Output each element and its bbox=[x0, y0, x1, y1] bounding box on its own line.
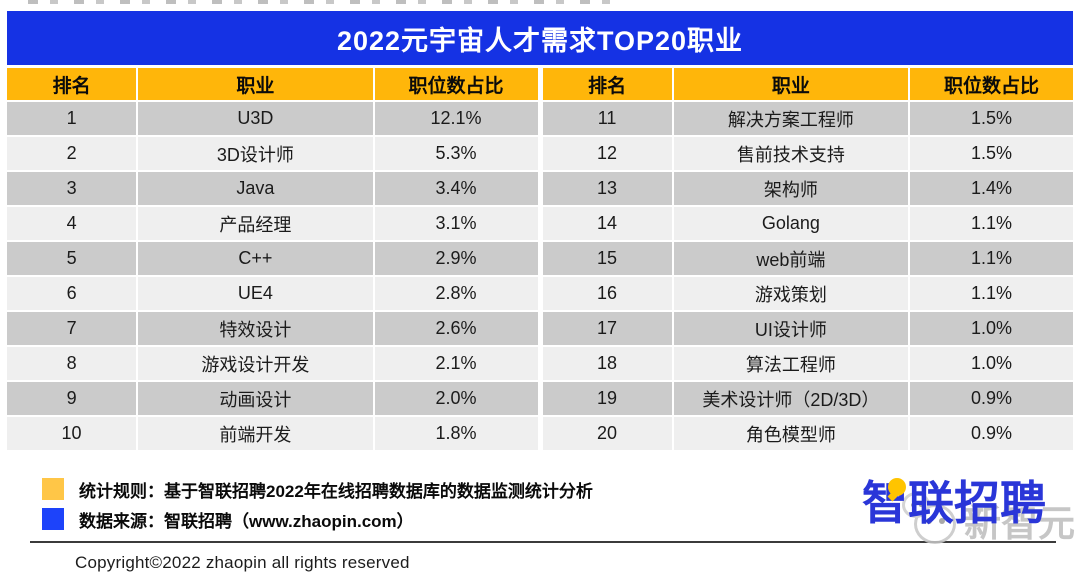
table-cell-job: UE4 bbox=[138, 277, 373, 310]
table-cell-share: 0.9% bbox=[910, 382, 1073, 415]
table-cell-job: 角色模型师 bbox=[673, 417, 909, 450]
column-header-share: 职位数占比 bbox=[374, 68, 538, 100]
column-header-share: 职位数占比 bbox=[910, 68, 1073, 100]
table-cell-rank: 14 bbox=[542, 207, 672, 240]
wechat-bubble-icon bbox=[900, 492, 962, 548]
table-cell-rank: 10 bbox=[7, 417, 137, 450]
title-bar: 2022元宇宙人才需求TOP20职业 bbox=[7, 11, 1073, 65]
table-cell-share: 2.9% bbox=[374, 242, 538, 275]
watermark-text: 新智元 bbox=[964, 503, 1075, 544]
table-cell-share: 1.1% bbox=[910, 242, 1073, 275]
note-data-source: 数据来源：智联招聘（www.zhaopin.com） bbox=[42, 508, 593, 531]
table-cell-share: 12.1% bbox=[374, 102, 538, 135]
table-cell-share: 2.1% bbox=[374, 347, 538, 380]
table-cell-rank: 18 bbox=[542, 347, 672, 380]
table-cell-rank: 4 bbox=[7, 207, 137, 240]
table-cell-job: 前端开发 bbox=[138, 417, 373, 450]
table-cell-job: 游戏设计开发 bbox=[138, 347, 373, 380]
infographic-board: 2022元宇宙人才需求TOP20职业 排名 职业 职位数占比 1 U3D 12.1%… bbox=[7, 11, 1073, 450]
table-cell-rank: 8 bbox=[7, 347, 137, 380]
table-cell-job: 3D设计师 bbox=[138, 137, 373, 170]
table-cell-rank: 7 bbox=[7, 312, 137, 345]
ranking-table-right: 排名 职业 职位数占比 11 解决方案工程师 1.5% 12 售前技术支持 1.5% 13 架… bbox=[542, 68, 1073, 450]
table-cell-rank: 3 bbox=[7, 172, 137, 205]
ranking-table-left: 排名 职业 职位数占比 1 U3D 12.1% 2 3D设计师 5.3% 3 Java 3.4%… bbox=[7, 68, 538, 450]
table-cell-share: 1.1% bbox=[910, 277, 1073, 310]
page-title: 2022元宇宙人才需求TOP20职业 bbox=[336, 25, 744, 56]
copyright-text: Copyright©2022 zhaopin all rights reserv… bbox=[75, 553, 410, 572]
column-header-job: 职业 bbox=[138, 68, 373, 100]
note-stat-rule: 统计规则：基于智联招聘2022年在线招聘数据库的数据监测统计分析 bbox=[42, 478, 593, 501]
table-cell-share: 2.0% bbox=[374, 382, 538, 415]
table-cell-rank: 16 bbox=[542, 277, 672, 310]
table-cell-rank: 19 bbox=[542, 382, 672, 415]
table-cell-job: 架构师 bbox=[673, 172, 909, 205]
table-cell-rank: 1 bbox=[7, 102, 137, 135]
blue-swatch-icon bbox=[42, 508, 64, 530]
table-cell-job: web前端 bbox=[673, 242, 909, 275]
table-cell-share: 3.4% bbox=[374, 172, 538, 205]
notes: 统计规则：基于智联招聘2022年在线招聘数据库的数据监测统计分析 数据来源：智联… bbox=[42, 478, 593, 538]
table-cell-share: 1.5% bbox=[910, 137, 1073, 170]
column-header-rank: 排名 bbox=[7, 68, 137, 100]
note-stat-rule-text: 统计规则：基于智联招聘2022年在线招聘数据库的数据监测统计分析 bbox=[79, 481, 593, 501]
table-cell-job: 解决方案工程师 bbox=[673, 102, 909, 135]
table-cell-share: 1.1% bbox=[910, 207, 1073, 240]
table-cell-job: 售前技术支持 bbox=[673, 137, 909, 170]
clipped-text-artifact bbox=[28, 0, 620, 4]
table-cell-job: Java bbox=[138, 172, 373, 205]
table-cell-rank: 2 bbox=[7, 137, 137, 170]
table-cell-rank: 11 bbox=[542, 102, 672, 135]
table-cell-job: U3D bbox=[138, 102, 373, 135]
table-cell-rank: 5 bbox=[7, 242, 137, 275]
table-cell-share: 2.8% bbox=[374, 277, 538, 310]
table-cell-job: 游戏策划 bbox=[673, 277, 909, 310]
column-header-job: 职业 bbox=[673, 68, 909, 100]
table-cell-rank: 9 bbox=[7, 382, 137, 415]
table-cell-job: 美术设计师（2D/3D） bbox=[673, 382, 909, 415]
table-cell-job: 特效设计 bbox=[138, 312, 373, 345]
table-cell-rank: 12 bbox=[542, 137, 672, 170]
table-cell-share: 1.0% bbox=[910, 347, 1073, 380]
table-cell-share: 0.9% bbox=[910, 417, 1073, 450]
table-cell-job: Golang bbox=[673, 207, 909, 240]
table-cell-job: 动画设计 bbox=[138, 382, 373, 415]
table-cell-share: 1.5% bbox=[910, 102, 1073, 135]
table-cell-share: 5.3% bbox=[374, 137, 538, 170]
table-cell-job: UI设计师 bbox=[673, 312, 909, 345]
table-cell-rank: 17 bbox=[542, 312, 672, 345]
table-cell-share: 2.6% bbox=[374, 312, 538, 345]
divider-line bbox=[30, 541, 1056, 543]
table-cell-share: 1.8% bbox=[374, 417, 538, 450]
table-cell-job: 产品经理 bbox=[138, 207, 373, 240]
table-cell-job: 算法工程师 bbox=[673, 347, 909, 380]
logo-yellow-dot-icon bbox=[888, 478, 906, 496]
table-cell-rank: 20 bbox=[542, 417, 672, 450]
table-cell-job: C++ bbox=[138, 242, 373, 275]
yellow-swatch-icon bbox=[42, 478, 64, 500]
table-cell-share: 1.4% bbox=[910, 172, 1073, 205]
ranking-tables: 排名 职业 职位数占比 1 U3D 12.1% 2 3D设计师 5.3% 3 Java 3.4%… bbox=[7, 68, 1073, 450]
table-cell-rank: 6 bbox=[7, 277, 137, 310]
table-cell-share: 1.0% bbox=[910, 312, 1073, 345]
xinzhiyuan-watermark: 新智元 bbox=[900, 492, 1075, 548]
table-cell-rank: 15 bbox=[542, 242, 672, 275]
column-header-rank: 排名 bbox=[542, 68, 672, 100]
table-cell-share: 3.1% bbox=[374, 207, 538, 240]
table-cell-rank: 13 bbox=[542, 172, 672, 205]
zhaopin-logo: 智联招聘 bbox=[862, 477, 1046, 529]
note-data-source-text: 数据来源：智联招聘（www.zhaopin.com） bbox=[79, 511, 414, 531]
